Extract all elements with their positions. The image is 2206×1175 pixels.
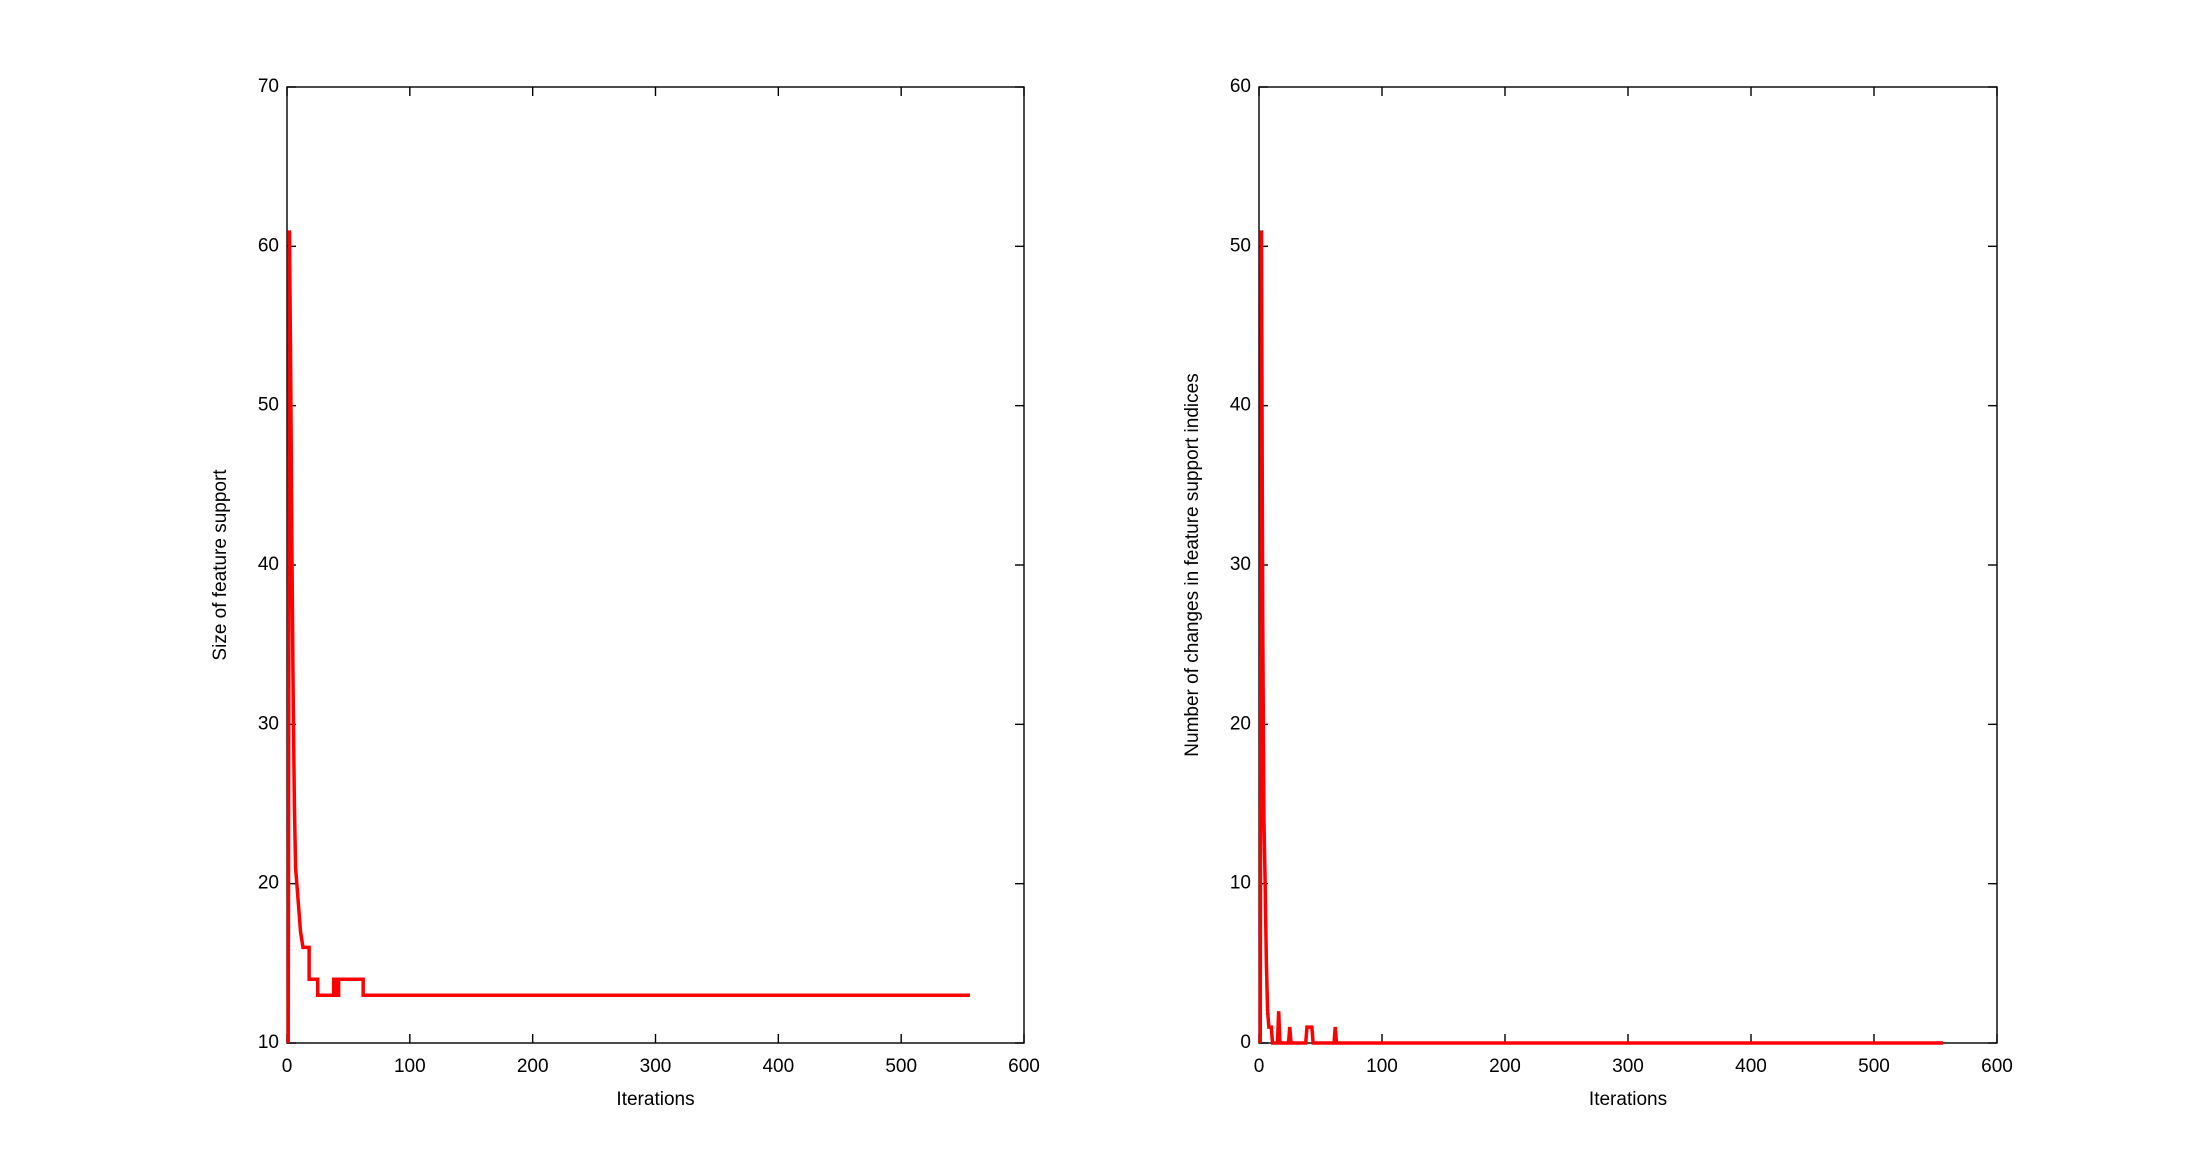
y-tick-label: 0 bbox=[1240, 1032, 1251, 1053]
x-tick-label: 100 bbox=[1366, 1056, 1398, 1077]
y-tick-label: 30 bbox=[1230, 554, 1251, 575]
x-tick-label: 200 bbox=[517, 1056, 549, 1077]
y-tick-label: 70 bbox=[258, 76, 279, 97]
y-tick-label: 20 bbox=[1230, 713, 1251, 734]
x-tick-label: 400 bbox=[762, 1056, 794, 1077]
y-tick-label: 20 bbox=[258, 873, 279, 894]
y-axis-label: Number of changes in feature support ind… bbox=[1182, 373, 1203, 756]
x-tick-label: 200 bbox=[1489, 1056, 1521, 1077]
y-tick-label: 50 bbox=[258, 395, 279, 416]
axes: 0 100 200 300 400 500 600 0 10 20 30 40 50 60 Iteratio… bbox=[1182, 76, 2013, 1110]
x-tick-label: 600 bbox=[1981, 1056, 2013, 1077]
y-axis-label: Size of feature support bbox=[210, 469, 231, 661]
data-line bbox=[1258, 230, 1943, 1045]
x-tick-label: 600 bbox=[1008, 1056, 1040, 1077]
axes-box bbox=[1258, 86, 1998, 1044]
y-tick-label: 10 bbox=[1230, 873, 1251, 894]
y-tick-label: 60 bbox=[1230, 76, 1251, 97]
y-tick-label: 10 bbox=[258, 1032, 279, 1053]
x-tick-label: 300 bbox=[640, 1056, 672, 1077]
y-tick-label: 50 bbox=[1230, 235, 1251, 256]
x-axis-label: Iterations bbox=[1589, 1089, 1667, 1110]
x-tick-label: 100 bbox=[394, 1056, 426, 1077]
axes: 0 100 200 300 400 500 600 10 20 30 40 50 60 70 Iterati… bbox=[210, 76, 1040, 1110]
x-tick-label: 0 bbox=[282, 1056, 293, 1077]
y-tick-label: 30 bbox=[258, 713, 279, 734]
x-tick-label: 0 bbox=[1254, 1056, 1265, 1077]
data-line bbox=[286, 230, 970, 1044]
x-axis-label: Iterations bbox=[616, 1089, 694, 1110]
y-tick-label: 40 bbox=[258, 554, 279, 575]
x-tick-label: 500 bbox=[885, 1056, 917, 1077]
y-tick-label: 40 bbox=[1230, 395, 1251, 416]
axes-box bbox=[286, 86, 1025, 1044]
x-tick-label: 400 bbox=[1735, 1056, 1767, 1077]
x-tick-label: 500 bbox=[1858, 1056, 1890, 1077]
x-tick-label: 300 bbox=[1612, 1056, 1644, 1077]
y-tick-label: 60 bbox=[258, 235, 279, 256]
